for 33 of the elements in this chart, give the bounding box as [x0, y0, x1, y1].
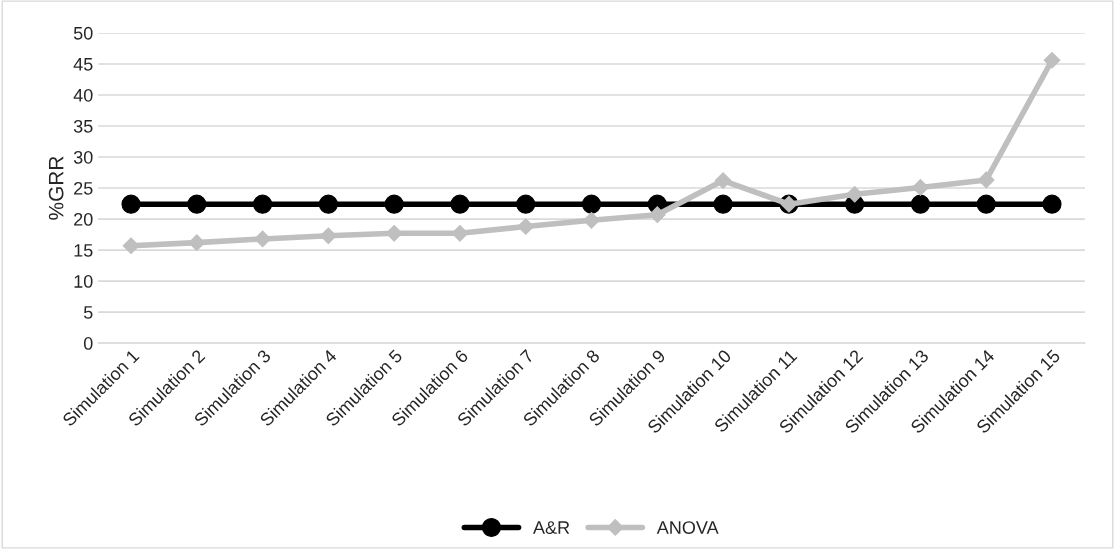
y-axis-title: %GRR [48, 156, 64, 220]
point [254, 230, 271, 248]
point [583, 211, 600, 229]
point [1042, 194, 1062, 214]
y-tick-label: 45 [73, 58, 93, 71]
point [516, 194, 536, 214]
y-tick-label: 10 [74, 275, 93, 288]
y-tick-label: 0 [83, 337, 93, 350]
point [648, 206, 666, 224]
y-tick-label: 30 [73, 150, 93, 164]
point [714, 172, 732, 189]
point [384, 194, 404, 214]
y-tick-label: 40 [73, 88, 93, 102]
point [910, 194, 930, 214]
point [581, 194, 602, 214]
legend-label: A&R [533, 521, 570, 534]
point [253, 194, 273, 214]
y-tick-label: 25 [74, 181, 93, 195]
y-tick-label: 50 [73, 26, 93, 40]
y-tick-label: 15 [74, 244, 93, 257]
point [187, 194, 207, 214]
point [976, 194, 996, 214]
point [121, 194, 141, 214]
y-tick-label: 5 [83, 306, 93, 319]
point [318, 194, 338, 214]
point [912, 179, 929, 196]
point [450, 194, 470, 214]
y-tick-label: 20 [74, 212, 93, 226]
y-tick-label: 35 [73, 119, 93, 133]
point [713, 194, 733, 214]
legend-label: ANOVA [656, 521, 719, 534]
point [517, 218, 535, 235]
point [1043, 51, 1061, 69]
